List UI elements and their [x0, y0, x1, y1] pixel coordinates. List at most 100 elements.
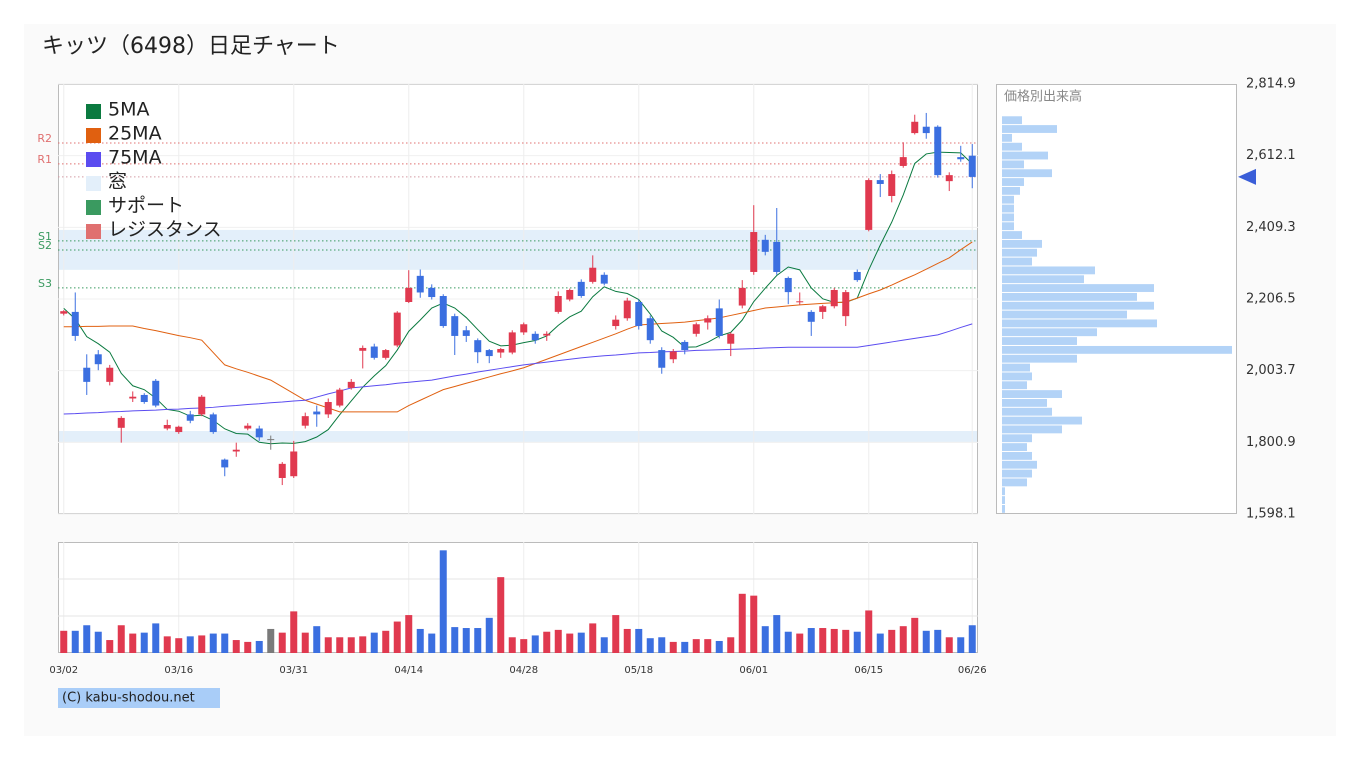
x-tick-label: 06/01 — [739, 665, 768, 676]
candle-body — [543, 333, 551, 336]
volume-bar — [324, 637, 332, 653]
volume-bar — [485, 617, 493, 653]
candle-body — [462, 330, 470, 336]
profile-bar — [1002, 231, 1022, 239]
volume-bar — [117, 625, 125, 653]
candle-body — [129, 396, 137, 399]
candle-body — [416, 275, 424, 293]
candle-body — [830, 289, 838, 307]
volume-bar — [359, 636, 367, 653]
candle-body — [715, 308, 723, 336]
copyright-box — [58, 688, 220, 708]
candle-body — [922, 126, 930, 134]
candle-body — [681, 341, 689, 351]
volume-bar — [589, 623, 597, 653]
volume-bar — [267, 628, 275, 653]
profile-bar — [1002, 125, 1057, 133]
profile-bar — [1002, 310, 1127, 319]
legend-swatch — [86, 104, 101, 119]
legend-swatch — [86, 152, 101, 167]
candle-body — [899, 157, 907, 166]
candle-body — [209, 414, 217, 433]
copyright: (C) kabu-shodou.net — [62, 691, 195, 706]
volume-bar — [635, 628, 643, 653]
candle-body — [140, 394, 148, 403]
candle-body — [600, 274, 608, 284]
volume-bar — [531, 635, 539, 653]
volume-bar — [520, 639, 528, 653]
x-tick-label: 03/16 — [164, 665, 193, 676]
candle-body — [290, 451, 298, 477]
volume-bar — [554, 629, 562, 653]
legend-label: 5MA — [108, 99, 149, 121]
candle-body — [163, 424, 171, 429]
candle-body — [497, 349, 505, 353]
profile-bar — [1002, 186, 1020, 195]
profile-bar — [1002, 116, 1022, 125]
candle-body — [232, 449, 240, 452]
volume-bar — [290, 611, 298, 653]
volume-bar — [71, 630, 79, 653]
legend-label: 窓 — [108, 171, 127, 193]
legend-label: サポート — [108, 195, 184, 217]
profile-bar — [1002, 398, 1047, 407]
profile-bar — [1002, 151, 1048, 160]
candle-body — [934, 126, 942, 176]
profile-bar — [1002, 301, 1154, 310]
candle-body — [876, 180, 884, 184]
profile-bar — [1002, 337, 1077, 345]
candle-body — [807, 311, 815, 322]
y-tick-label: 2,612.1 — [1246, 148, 1296, 163]
volume-bar — [819, 628, 827, 653]
candle-body — [313, 411, 321, 415]
legend-swatch — [86, 176, 101, 191]
profile-bar — [1002, 443, 1027, 451]
candle-body — [106, 367, 114, 382]
legend-label: レジスタンス — [108, 219, 222, 241]
candle-body — [83, 367, 91, 382]
candle-body — [60, 311, 68, 314]
candle-body — [911, 121, 919, 134]
volume-bar — [669, 641, 677, 653]
candle-body — [508, 332, 516, 353]
candle-body — [865, 180, 873, 230]
volume-bar — [301, 632, 309, 653]
support-label: S1 — [38, 230, 52, 243]
profile-bar — [1002, 381, 1027, 390]
legend-swatch — [86, 200, 101, 215]
profile-bar — [1002, 160, 1024, 169]
volume-bar — [428, 633, 436, 653]
candle-body — [255, 428, 263, 438]
volume-bar — [876, 633, 884, 653]
candle-body — [198, 396, 206, 415]
candle-body — [957, 157, 965, 160]
volume-bar — [623, 628, 631, 653]
candle-body — [531, 333, 539, 341]
candle-body — [278, 463, 286, 478]
candle-body — [186, 414, 194, 421]
candle-body — [94, 354, 102, 365]
y-tick-label: 1,800.9 — [1246, 435, 1296, 450]
x-tick-label: 03/02 — [49, 665, 78, 676]
candle-body — [301, 416, 309, 426]
volume-bar — [692, 639, 700, 653]
profile-bar — [1002, 354, 1077, 363]
volume-bar — [888, 629, 896, 653]
profile-bar — [1002, 257, 1032, 266]
profile-bar — [1002, 478, 1027, 487]
volume-bar — [336, 637, 344, 653]
x-tick-label: 06/26 — [958, 665, 987, 676]
profile-bar — [1002, 239, 1042, 248]
volume-bar — [773, 615, 781, 653]
resistance-label: R2 — [37, 132, 52, 145]
candle-body — [347, 381, 355, 388]
candle-body — [439, 295, 447, 327]
profile-bar — [1002, 487, 1005, 496]
volume-bar — [347, 637, 355, 653]
candle-body — [267, 439, 275, 441]
legend-swatch — [86, 224, 101, 239]
volume-bar — [163, 636, 171, 653]
resistance-label: R1 — [37, 153, 52, 166]
volume-bar — [382, 630, 390, 653]
